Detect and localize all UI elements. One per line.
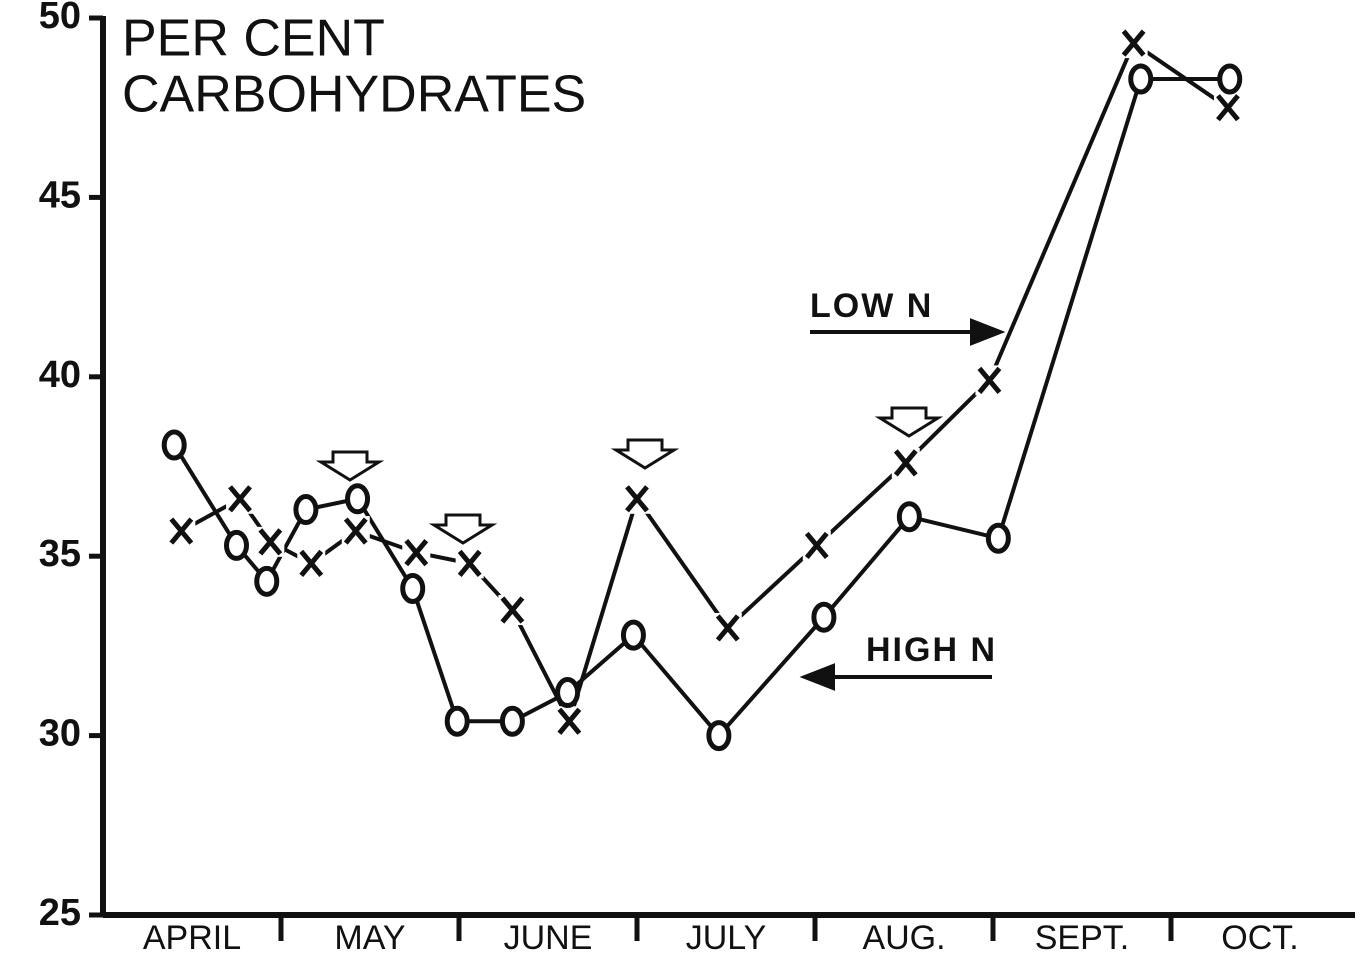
o-marker <box>985 522 1011 554</box>
x-marker <box>1216 94 1240 122</box>
x-marker <box>169 517 194 545</box>
x-tick-label: OCT. <box>1221 919 1298 957</box>
y-tick-label: 25 <box>39 892 81 934</box>
x-marker <box>258 528 283 556</box>
x-marker <box>977 366 1002 394</box>
down-arrow <box>610 438 680 470</box>
o-marker <box>499 705 525 737</box>
x-marker <box>299 549 324 577</box>
x-marker <box>715 614 740 642</box>
x-marker <box>404 539 429 567</box>
event-arrows <box>315 406 944 545</box>
o-marker <box>400 572 426 604</box>
x-marker <box>804 531 829 560</box>
legend-arrows <box>799 318 1006 691</box>
x-marker <box>228 485 252 513</box>
chart-title-line: CARBOHYDRATES <box>122 66 586 124</box>
y-tick-label: 45 <box>39 174 81 216</box>
o-marker <box>293 494 319 526</box>
o-marker <box>161 429 187 461</box>
x-marker <box>557 707 582 735</box>
x-marker <box>625 485 649 513</box>
y-tick-label: 50 <box>39 0 81 37</box>
x-marker <box>343 517 368 545</box>
x-tick-label: SEPT. <box>1035 919 1129 957</box>
series-line <box>180 40 1230 727</box>
y-tick-label: 35 <box>39 533 81 575</box>
series-line <box>172 76 1230 739</box>
series-label: HIGH N <box>866 631 997 669</box>
o-marker <box>1128 63 1154 95</box>
x-tick-label: MAY <box>334 919 405 957</box>
o-marker <box>345 483 371 515</box>
o-marker <box>896 501 922 533</box>
x-tick-label: JUNE <box>504 919 593 957</box>
o-marker <box>620 619 646 651</box>
series-label: LOW N <box>810 287 933 325</box>
o-marker <box>1217 63 1243 95</box>
o-marker <box>811 601 837 633</box>
arrow-head <box>799 663 835 691</box>
o-marker <box>706 720 732 752</box>
x-tick-label: AUG. <box>862 919 945 957</box>
o-marker <box>224 529 249 561</box>
o-marker <box>444 705 470 737</box>
down-arrow <box>315 450 385 482</box>
x-marker <box>500 596 525 624</box>
x-marker <box>457 549 482 577</box>
y-tick-label: 40 <box>39 354 81 396</box>
down-arrow <box>874 406 944 438</box>
x-tick-label: JULY <box>686 919 767 957</box>
x-tick-label: APRIL <box>143 919 241 957</box>
x-marker <box>893 449 918 477</box>
o-marker <box>555 677 581 709</box>
o-marker <box>254 565 280 597</box>
x-marker <box>1121 29 1146 57</box>
arrow-head <box>970 318 1006 346</box>
chart-title-line: PER CENT <box>122 10 385 68</box>
y-tick-label: 30 <box>39 713 81 755</box>
down-arrow <box>428 513 498 545</box>
